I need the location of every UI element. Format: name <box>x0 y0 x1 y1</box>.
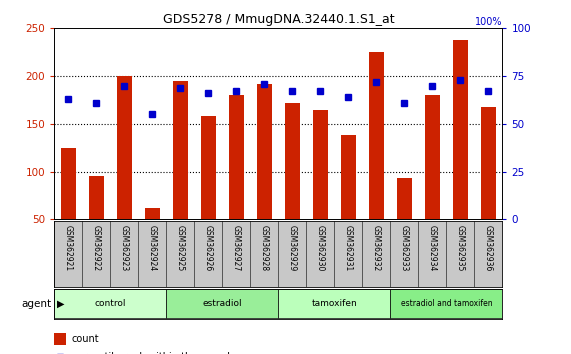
Bar <box>397 178 412 219</box>
Text: GSM362931: GSM362931 <box>344 224 353 271</box>
Text: control: control <box>95 299 126 308</box>
Text: tamoxifen: tamoxifen <box>312 299 357 308</box>
Text: GSM362936: GSM362936 <box>484 224 493 271</box>
Text: percentile rank within the sample: percentile rank within the sample <box>71 352 236 354</box>
Bar <box>200 116 216 219</box>
Text: ▶: ▶ <box>57 298 65 309</box>
Bar <box>256 84 272 219</box>
Text: GSM362934: GSM362934 <box>428 224 437 271</box>
Bar <box>172 81 188 219</box>
Bar <box>54 333 66 345</box>
Bar <box>279 289 391 318</box>
Bar <box>341 135 356 219</box>
Bar <box>61 148 76 219</box>
Text: GSM362932: GSM362932 <box>372 224 381 271</box>
Bar <box>481 107 496 219</box>
Title: GDS5278 / MmugDNA.32440.1.S1_at: GDS5278 / MmugDNA.32440.1.S1_at <box>163 13 394 26</box>
Bar <box>369 52 384 219</box>
Bar <box>453 40 468 219</box>
Bar <box>166 289 278 318</box>
Text: agent: agent <box>21 298 51 309</box>
Text: GSM362924: GSM362924 <box>148 224 157 271</box>
Text: GSM362923: GSM362923 <box>120 224 129 271</box>
Bar <box>54 289 166 318</box>
Bar <box>228 95 244 219</box>
Bar <box>313 110 328 219</box>
Text: GSM362930: GSM362930 <box>316 224 325 271</box>
Bar <box>425 95 440 219</box>
Bar <box>285 103 300 219</box>
Bar <box>391 289 502 318</box>
Text: GSM362921: GSM362921 <box>64 224 73 271</box>
Text: estradiol: estradiol <box>203 299 242 308</box>
Text: 100%: 100% <box>475 17 502 27</box>
Text: GSM362928: GSM362928 <box>260 224 269 271</box>
Text: GSM362922: GSM362922 <box>92 224 100 271</box>
Bar <box>144 208 160 219</box>
Text: estradiol and tamoxifen: estradiol and tamoxifen <box>401 299 492 308</box>
Bar <box>89 176 104 219</box>
Text: GSM362933: GSM362933 <box>400 224 409 271</box>
Bar <box>116 76 132 219</box>
Text: GSM362929: GSM362929 <box>288 224 297 271</box>
Text: GSM362927: GSM362927 <box>232 224 241 271</box>
Text: GSM362925: GSM362925 <box>176 224 185 271</box>
Text: GSM362926: GSM362926 <box>204 224 213 271</box>
Text: GSM362935: GSM362935 <box>456 224 465 271</box>
Text: count: count <box>71 334 99 344</box>
